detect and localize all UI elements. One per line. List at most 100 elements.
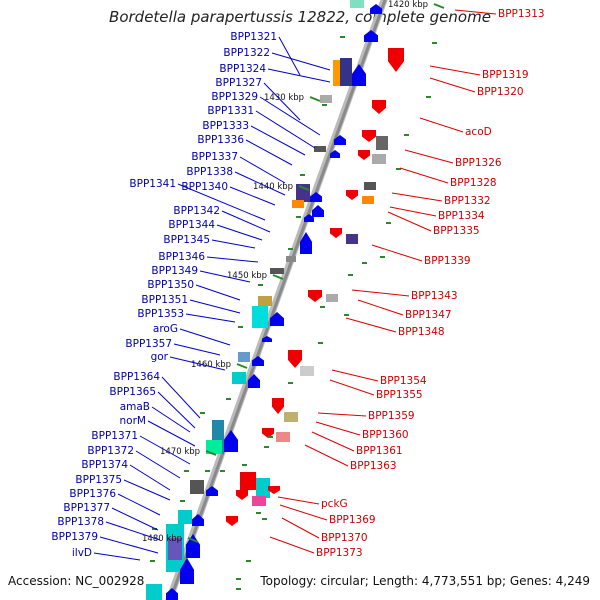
right-leader-line: [387, 211, 432, 232]
forward-gene-arrow: [330, 150, 340, 158]
left-leader-line: [135, 450, 181, 479]
genome-title: Bordetella parapertussis 12822, complete…: [109, 8, 491, 26]
left-gene-label: BPP1324: [219, 63, 266, 75]
left-gene-label: BPP1321: [230, 31, 277, 43]
left-gene-label: ilvD: [72, 547, 92, 559]
forward-gene-arrow: [312, 205, 324, 217]
gene-tick: [180, 500, 185, 502]
forward-gene-arrow: [166, 588, 178, 600]
gene-block: [252, 306, 268, 328]
gene-tick: [300, 174, 305, 176]
left-leader-line: [111, 507, 159, 531]
left-gene-label: BPP1338: [186, 166, 233, 178]
right-gene-label: BPP1355: [376, 389, 423, 401]
left-leader-line: [271, 52, 331, 71]
left-gene-label: BPP1344: [168, 219, 215, 231]
reverse-gene-arrow: [388, 48, 404, 72]
left-gene-label: BPP1376: [69, 488, 116, 500]
reverse-gene-arrow: [308, 290, 322, 302]
left-leader-line: [173, 343, 221, 356]
right-gene-label: BPP1328: [450, 177, 497, 189]
kbp-label: 1450 kbp: [227, 271, 267, 281]
gene-block: [350, 0, 364, 8]
left-gene-label: BPP1378: [57, 516, 104, 528]
right-leader-line: [315, 421, 361, 436]
gene-tick: [426, 96, 431, 98]
left-gene-label: norM: [120, 415, 146, 427]
forward-gene-arrow: [206, 486, 218, 496]
gene-block: [376, 136, 388, 150]
right-gene-label: BPP1360: [362, 429, 409, 441]
left-leader-line: [177, 183, 266, 221]
kbp-label: 1460 kbp: [191, 360, 231, 370]
gene-tick: [322, 104, 327, 106]
left-gene-label: gor: [151, 351, 169, 363]
left-gene-label: BPP1379: [51, 531, 98, 543]
gene-block: [320, 95, 332, 103]
right-leader-line: [429, 77, 476, 93]
left-leader-line: [151, 406, 191, 433]
right-leader-line: [317, 412, 367, 417]
right-gene-labels: BPP1313 BPP1319 BPP1320 acoD BPP1326 BPP1328 B…: [269, 8, 545, 559]
gene-block: [238, 352, 250, 362]
right-gene-label: BPP1319: [482, 69, 529, 81]
left-leader-line: [278, 36, 301, 76]
forward-gene-arrow: [180, 558, 194, 584]
gene-tick: [238, 326, 243, 328]
left-leader-line: [189, 299, 241, 314]
right-gene-label: acoD: [465, 126, 492, 138]
forward-gene-arrow: [192, 514, 204, 526]
gene-tick: [200, 412, 205, 414]
forward-gene-arrow: [364, 30, 378, 42]
right-leader-line: [331, 369, 379, 382]
left-leader-line: [185, 313, 236, 323]
right-gene-label: BPP1363: [350, 460, 397, 472]
right-leader-line: [277, 496, 320, 505]
left-leader-line: [245, 139, 293, 166]
right-gene-label: BPP1332: [444, 195, 491, 207]
reverse-gene-arrow: [236, 490, 248, 500]
gene-tick: [262, 518, 267, 520]
left-gene-label: BPP1342: [173, 205, 220, 217]
right-leader-line: [391, 192, 443, 202]
kbp-label: 1430 kbp: [264, 93, 304, 103]
left-gene-label: amaB: [120, 401, 150, 413]
left-leader-line: [206, 256, 259, 263]
forward-gene-arrow: [186, 534, 200, 558]
left-leader-line: [221, 210, 271, 233]
gene-block: [362, 196, 374, 204]
left-leader-line: [263, 82, 301, 121]
reverse-gene-arrow: [358, 150, 370, 160]
gene-block: [284, 412, 298, 422]
kbp-tick: [298, 185, 310, 191]
left-gene-label: BPP1337: [191, 151, 238, 163]
left-gene-label: BPP1327: [215, 77, 262, 89]
left-leader-line: [195, 284, 241, 301]
gene-block: [270, 268, 284, 274]
left-gene-label: BPP1329: [211, 91, 258, 103]
right-gene-label: BPP1326: [455, 157, 502, 169]
forward-gene-arrow: [252, 356, 264, 366]
forward-gene-arrow: [304, 214, 314, 222]
right-gene-label: BPP1339: [424, 255, 471, 267]
gene-tick: [264, 446, 269, 448]
left-leader-line: [105, 521, 161, 541]
forward-gene-arrow: [300, 232, 312, 254]
gene-tick: [205, 470, 210, 472]
right-leader-line: [311, 431, 355, 452]
backbone-line: [168, 0, 387, 600]
left-leader-line: [229, 186, 276, 206]
kbp-label: 1440 kbp: [253, 182, 293, 192]
left-leader-line: [234, 171, 286, 196]
right-leader-line: [389, 206, 437, 217]
left-gene-label: BPP1374: [81, 459, 128, 471]
left-gene-label: aroG: [153, 323, 178, 335]
left-gene-label: BPP1336: [197, 134, 244, 146]
gene-tick: [362, 262, 367, 264]
gene-tick: [242, 464, 247, 466]
reverse-gene-arrow: [272, 398, 284, 414]
right-gene-label: BPP1313: [498, 8, 545, 20]
right-gene-label: BPP1373: [316, 547, 363, 559]
gene-block: [276, 432, 290, 442]
